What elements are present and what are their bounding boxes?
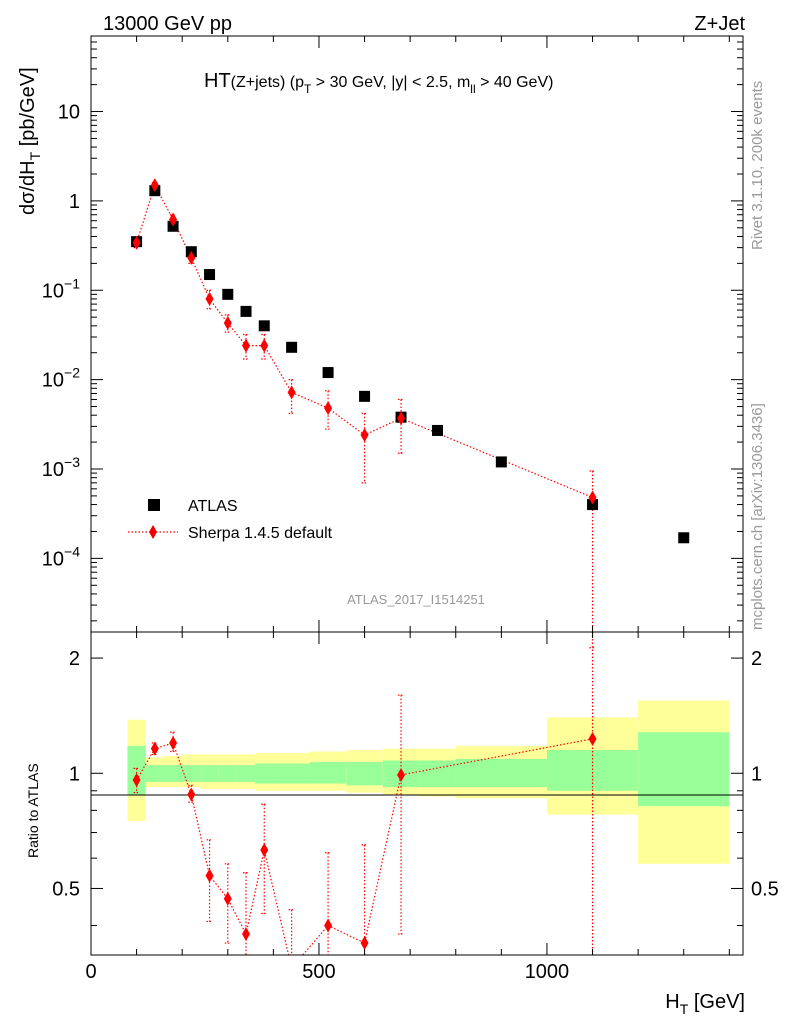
sherpa-point	[360, 428, 369, 443]
ratio-sherpa-point	[260, 843, 269, 858]
x-axis-label: HT [GeV]	[665, 991, 745, 1017]
ratio-bands	[127, 700, 730, 864]
ratio-sherpa-point	[242, 927, 251, 942]
ratio-panel: 0.5 0.5 1 1 2 2 0 500 1000 Ratio to ATLAS HT [Ge…	[25, 631, 779, 1017]
main-y-tick-label: 10−2	[42, 365, 80, 392]
legend-marker-atlas	[148, 499, 160, 511]
ratio-band-inner	[200, 765, 219, 782]
ratio-band-inner	[546, 750, 639, 791]
atlas-data-point	[678, 532, 690, 544]
sherpa-point	[397, 411, 406, 426]
sherpa-point	[588, 490, 597, 505]
sherpa-point	[187, 250, 196, 265]
atlas-data-point	[204, 269, 216, 281]
ratio-band-inner	[346, 762, 383, 786]
main-y-tick-label: 10−4	[42, 543, 80, 570]
ratio-y-tick-label-left: 2	[69, 648, 80, 670]
ratio-band-inner	[273, 763, 310, 784]
ratio-sherpa-point	[223, 891, 232, 906]
ratio-band-inner	[455, 758, 547, 788]
header-process-label: Z+Jet	[694, 13, 745, 35]
ratio-y-axis-label: Ratio to ATLAS	[25, 763, 41, 858]
legend-label-atlas: ATLAS	[188, 498, 238, 515]
ratio-frame	[90, 631, 744, 956]
ratio-band-inner	[236, 765, 256, 782]
x-tick-label: 500	[302, 961, 335, 983]
main-frame	[90, 35, 744, 633]
atlas-data-point	[359, 390, 371, 402]
ratio-band-inner	[182, 765, 201, 782]
ratio-sherpa-point	[205, 868, 214, 883]
ratio-y-tick-label-right: 2	[751, 648, 762, 670]
legend-marker-sherpa	[149, 525, 157, 539]
main-y-axis-label: dσ/dHT [pb/GeV]	[17, 67, 43, 215]
sherpa-point	[287, 385, 296, 400]
ratio-band-inner	[163, 765, 183, 782]
sherpa-point	[223, 316, 232, 331]
atlas-data-point	[432, 424, 444, 436]
main-y-tick-label: 10−1	[42, 275, 80, 302]
ratio-band-inner	[309, 762, 347, 784]
ratio-sherpa-point	[360, 936, 369, 951]
atlas-data-point	[222, 288, 234, 300]
ratio-band-inner	[145, 765, 164, 782]
sherpa-point	[242, 338, 251, 353]
ratio-y-tick-label-right: 0.5	[751, 878, 779, 900]
chart-title: HT(Z+jets) (pT > 30 GeV, |y| < 2.5, mll …	[204, 70, 553, 96]
legend-label-sherpa: Sherpa 1.4.5 default	[188, 525, 333, 542]
atlas-data-point	[240, 305, 252, 317]
ratio-band-inner	[255, 763, 274, 784]
ratio-y-tick-label-right: 1	[751, 763, 762, 785]
ratio-sherpa-point	[150, 741, 159, 756]
ratio-y-tick-label-left: 0.5	[52, 878, 80, 900]
sherpa-line	[136, 183, 593, 499]
header-beam-label: 13000 GeV pp	[103, 13, 232, 35]
main-y-tick-label: 10	[58, 102, 80, 124]
main-panel: 10 1 10−1 10−2 10−3 10−4 HT(Z+jets) (pT > 30 …	[17, 35, 744, 649]
ratio-sherpa-point	[397, 767, 406, 782]
legend: ATLAS Sherpa 1.4.5 default	[128, 498, 333, 542]
atlas-data-point	[258, 320, 270, 332]
rivet-version-label: Rivet 3.1.10, 200k events	[749, 81, 766, 250]
main-y-tick-label: 10−3	[42, 454, 80, 481]
atlas-data-point	[495, 456, 507, 468]
x-tick-label: 0	[85, 961, 96, 983]
ratio-sherpa-point	[187, 787, 196, 802]
main-y-tick-label: 1	[69, 191, 80, 213]
ratio-marks	[132, 632, 597, 955]
ratio-sherpa-point	[169, 735, 178, 750]
ratio-y-tick-label-left: 1	[69, 763, 80, 785]
atlas-data-point	[322, 367, 334, 379]
sherpa-point	[169, 212, 178, 227]
ratio-axes: 0.5 0.5 1 1 2 2 0 500 1000	[52, 632, 779, 983]
main-marks	[131, 178, 690, 649]
ratio-band-inner	[638, 732, 730, 807]
ratio-band-inner	[127, 745, 146, 795]
ratio-sherpa-point	[132, 773, 141, 788]
ratio-band-inner	[419, 760, 456, 788]
main-axes: 10 1 10−1 10−2 10−3 10−4	[42, 35, 743, 632]
analysis-watermark: ATLAS_2017_I1514251	[347, 592, 485, 607]
ratio-clipped-group	[132, 632, 597, 955]
sherpa-point	[260, 338, 269, 353]
sherpa-point	[205, 291, 214, 306]
ratio-sherpa-point	[588, 731, 597, 746]
x-tick-label: 1000	[525, 961, 570, 983]
ratio-band-inner	[218, 765, 237, 782]
atlas-data-point	[286, 341, 298, 353]
ratio-sherpa-point	[324, 918, 333, 933]
mcplots-credit-label: mcplots.cern.ch [arXiv:1306.3436]	[749, 403, 766, 630]
atlas-data-point	[587, 499, 599, 511]
sherpa-point	[324, 401, 333, 416]
sherpa-point	[132, 235, 141, 250]
sherpa-point	[150, 178, 159, 193]
